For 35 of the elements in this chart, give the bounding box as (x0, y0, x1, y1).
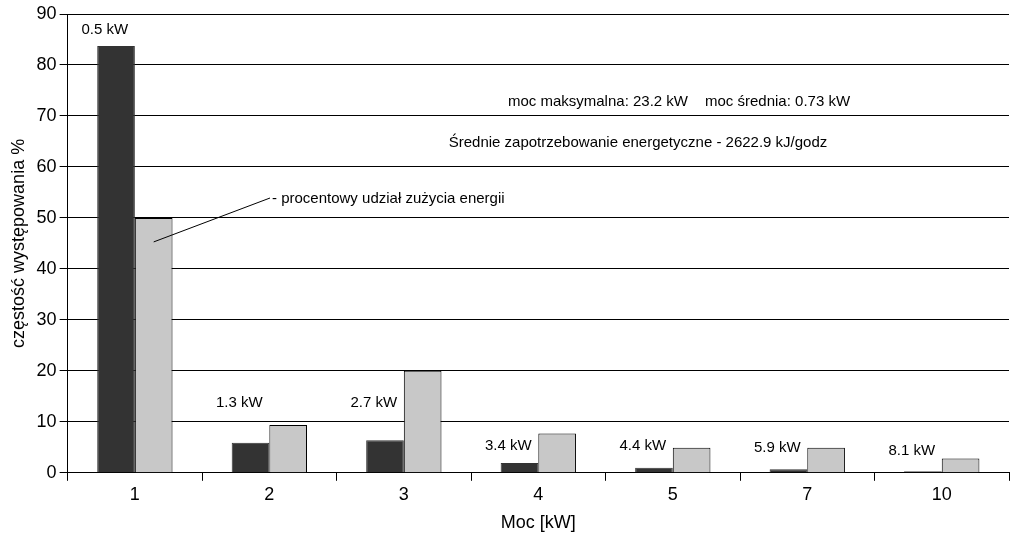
x-tick-label: 10 (931, 483, 952, 504)
annotation: 5.9 kW (753, 438, 802, 456)
y-axis-title: częstość występowania % (7, 138, 28, 348)
annotation: 2.7 kW (350, 392, 398, 410)
y-tick-label: 40 (36, 257, 57, 278)
y-tick-label: 30 (36, 308, 57, 329)
x-tick-label: 5 (667, 483, 678, 504)
text: - procentowy udział zużycia energii (272, 189, 505, 206)
bar (769, 469, 808, 473)
annotation: 8.1 kW (888, 440, 936, 458)
annotation: 0.5 kW (81, 20, 130, 38)
x-tick-label: 4 (533, 483, 544, 504)
annotation: 4.4 kW (619, 435, 667, 453)
annotation: 1.3 kW (216, 392, 264, 410)
x-tick-label: 3 (398, 483, 409, 504)
x-tick-label: 7 (802, 483, 813, 504)
bar (231, 442, 270, 473)
y-tick-label: 0 (46, 461, 57, 482)
y-tick-label: 90 (36, 2, 57, 23)
y-tick-label: 70 (36, 104, 57, 125)
bar (366, 440, 404, 473)
annotation: moc średnia: 0.73 kW (705, 92, 851, 109)
y-tick-label: 80 (36, 53, 57, 74)
x-tick-label: 1 (129, 483, 140, 504)
x-tick-label: 2 (264, 483, 275, 504)
x-axis-title: Moc [kW] (500, 512, 576, 533)
annotation: Średnie zapotrzebowanie energetyczne - 2622.9 kJ/godz (448, 133, 828, 150)
annotation: moc maksymalna: 23.2 kW (507, 92, 689, 109)
bar (97, 46, 135, 473)
y-tick-label: 10 (36, 410, 57, 431)
bar (500, 463, 539, 473)
y-tick-label: 20 (36, 359, 57, 380)
y-tick-label: 50 (36, 206, 57, 227)
y-tick-label: 60 (36, 155, 57, 176)
annotation: 3.4 kW (484, 435, 533, 453)
